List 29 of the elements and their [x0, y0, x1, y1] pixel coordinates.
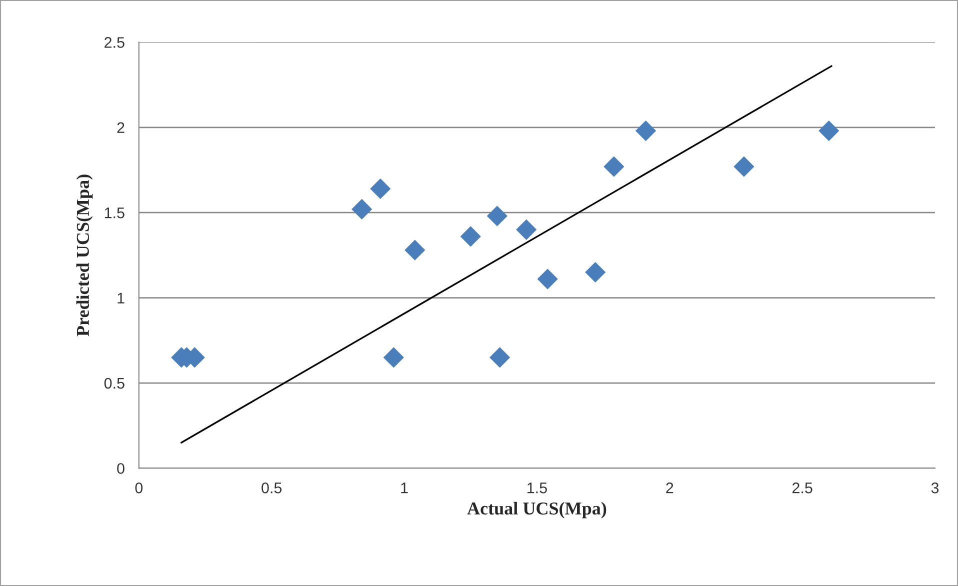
point	[352, 198, 372, 220]
point	[734, 156, 754, 177]
point	[635, 120, 656, 142]
x-tick-label: 1.5	[528, 482, 547, 494]
x-tick-label: 0.5	[262, 482, 282, 494]
x-tick-label: 2.5	[792, 482, 812, 494]
point	[490, 347, 510, 368]
point	[460, 226, 481, 247]
point	[604, 156, 624, 177]
y-axis-title: Predicted UCS(Mpa)	[76, 174, 93, 336]
point	[383, 347, 404, 368]
x-tick-label: 1	[401, 482, 408, 494]
x-tick-label: 2	[666, 482, 674, 494]
y-tick-label: 1.5	[104, 208, 124, 218]
y-tick-label: 0	[117, 463, 124, 474]
y-tick-label: 1	[118, 292, 124, 304]
point	[404, 240, 426, 260]
point	[370, 178, 391, 200]
x-tick-label: 3	[931, 482, 939, 494]
point	[585, 262, 606, 283]
x-tick-label: 0	[135, 482, 143, 494]
y-tick-label: 2.5	[104, 37, 124, 48]
point	[486, 206, 508, 226]
point	[818, 120, 840, 142]
point	[537, 268, 558, 290]
x-axis-title: Actual UCS(Mpa)	[467, 502, 606, 518]
point	[516, 219, 537, 240]
y-tick-label: 0.5	[104, 378, 124, 389]
y-tick-label: 2	[117, 122, 124, 133]
